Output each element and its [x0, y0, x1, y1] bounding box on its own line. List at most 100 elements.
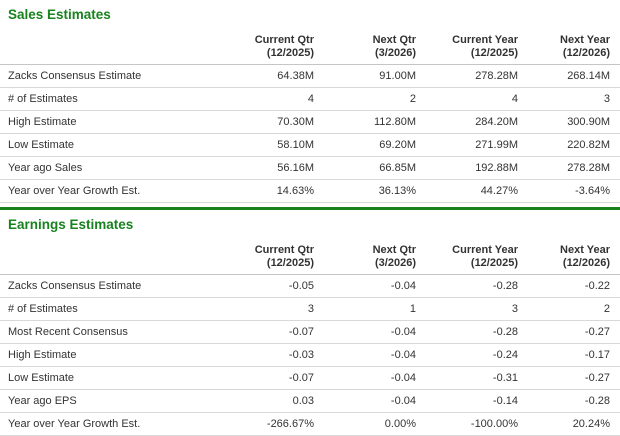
row-value: -0.04 — [314, 366, 416, 390]
row-value: -0.07 — [212, 366, 314, 390]
row-label: Year over Year Growth Est. — [0, 412, 212, 436]
row-label: High Estimate — [0, 343, 212, 367]
row-value: 4 — [416, 87, 518, 111]
table-row: Zacks Consensus Estimate 64.38M 91.00M 278.… — [0, 64, 620, 88]
row-value: 192.88M — [416, 156, 518, 180]
column-header-label: Current Year — [452, 244, 518, 256]
table-row: Low Estimate -0.07 -0.04 -0.31 -0.27 — [0, 366, 620, 390]
row-value: -0.04 — [314, 343, 416, 367]
table-row: Low Estimate 58.10M 69.20M 271.99M 220.82M — [0, 133, 620, 157]
row-value: 0.03 — [212, 389, 314, 413]
section-divider — [0, 207, 620, 210]
table-row: # of Estimates 4 2 4 3 — [0, 87, 620, 111]
row-label: Year ago EPS — [0, 389, 212, 413]
column-header-empty — [0, 236, 212, 275]
row-value: -0.31 — [416, 366, 518, 390]
row-value: 2 — [518, 297, 620, 321]
column-header-period: (12/2025) — [470, 47, 518, 59]
row-value: 0.00% — [314, 412, 416, 436]
row-value: -0.28 — [518, 389, 620, 413]
table-row: Zacks Consensus Estimate -0.05 -0.04 -0.28-… — [0, 274, 620, 298]
row-value: 20.24% — [518, 412, 620, 436]
column-header: Current Year (12/2025) — [416, 26, 518, 65]
row-value: 278.28M — [416, 64, 518, 88]
row-label: Zacks Consensus Estimate — [0, 64, 212, 88]
column-header-period: (3/2026) — [375, 257, 416, 269]
column-header: Next Qtr (3/2026) — [314, 236, 416, 275]
column-header-period: (12/2025) — [470, 257, 518, 269]
column-header-label: Current Qtr — [254, 244, 314, 256]
row-value: 66.85M — [314, 156, 416, 180]
table-row: Year ago EPS 0.03 -0.04 -0.14 -0.28 — [0, 389, 620, 413]
row-value: 112.80M — [314, 110, 416, 134]
earnings-estimates-table: Current Qtr (12/2025) Next Qtr (3/2026) Curr… — [0, 236, 620, 436]
table-row: Year over Year Growth Est. -266.67% 0.00% -… — [0, 412, 620, 436]
row-value: -0.14 — [416, 389, 518, 413]
row-value: -3.64% — [518, 179, 620, 203]
row-value: -0.28 — [416, 320, 518, 344]
row-label: Zacks Consensus Estimate — [0, 274, 212, 298]
column-header-label: Next Year — [560, 34, 610, 46]
row-label: Low Estimate — [0, 133, 212, 157]
row-value: 44.27% — [416, 179, 518, 203]
earnings-section-title: Earnings Estimates — [8, 217, 134, 232]
table-row: High Estimate -0.03 -0.04 -0.24 -0.17 — [0, 343, 620, 367]
row-value: 3 — [416, 297, 518, 321]
row-label: # of Estimates — [0, 297, 212, 321]
sales-estimates-section: Sales Estimates Current Qtr (12/2025) Next… — [0, 0, 620, 203]
row-value: 64.38M — [212, 64, 314, 88]
column-header: Current Qtr (12/2025) — [212, 26, 314, 65]
row-value: 58.10M — [212, 133, 314, 157]
column-header-empty — [0, 26, 212, 65]
row-value: -0.24 — [416, 343, 518, 367]
row-value: 2 — [314, 87, 416, 111]
column-header-label: Current Year — [452, 34, 518, 46]
column-header-label: Next Qtr — [372, 244, 416, 256]
table-row: # of Estimates 3 1 3 2 — [0, 297, 620, 321]
sales-estimates-table: Current Qtr (12/2025) Next Qtr (3/2026) Curr… — [0, 26, 620, 203]
row-label: High Estimate — [0, 110, 212, 134]
row-value: 56.16M — [212, 156, 314, 180]
row-value: -0.22 — [518, 274, 620, 298]
row-value: 220.82M — [518, 133, 620, 157]
table-row: High Estimate 70.30M 112.80M 284.20M 300.90M — [0, 110, 620, 134]
row-value: 4 — [212, 87, 314, 111]
row-value: -0.07 — [212, 320, 314, 344]
column-header: Next Year (12/2026) — [518, 26, 620, 65]
table-row: Year ago Sales 56.16M 66.85M 192.88M 278.28M — [0, 156, 620, 180]
row-value: -0.27 — [518, 320, 620, 344]
row-value: -0.04 — [314, 320, 416, 344]
column-header: Current Qtr (12/2025) — [212, 236, 314, 275]
row-value: -0.05 — [212, 274, 314, 298]
row-value: 268.14M — [518, 64, 620, 88]
table-row: Most Recent Consensus -0.07 -0.04 -0.28 -0.2… — [0, 320, 620, 344]
row-value: 271.99M — [416, 133, 518, 157]
row-value: 36.13% — [314, 179, 416, 203]
column-header-period: (12/2025) — [266, 47, 314, 59]
row-value: 3 — [518, 87, 620, 111]
column-header: Next Year (12/2026) — [518, 236, 620, 275]
table-row: Year over Year Growth Est. 14.63% 36.13% 44… — [0, 179, 620, 203]
row-value: 278.28M — [518, 156, 620, 180]
column-header: Current Year (12/2025) — [416, 236, 518, 275]
row-value: 69.20M — [314, 133, 416, 157]
column-header-period: (12/2026) — [562, 47, 610, 59]
row-value: -0.04 — [314, 389, 416, 413]
column-header-period: (3/2026) — [375, 47, 416, 59]
row-value: -0.04 — [314, 274, 416, 298]
sales-header-row: Current Qtr (12/2025) Next Qtr (3/2026) Curr… — [0, 26, 620, 65]
row-value: 284.20M — [416, 110, 518, 134]
earnings-header-row: Current Qtr (12/2025) Next Qtr (3/2026) Curr… — [0, 236, 620, 275]
row-label: Year over Year Growth Est. — [0, 179, 212, 203]
column-header-label: Next Year — [560, 244, 610, 256]
row-label: Year ago Sales — [0, 156, 212, 180]
row-value: -0.17 — [518, 343, 620, 367]
column-header-period: (12/2026) — [562, 257, 610, 269]
column-header-label: Next Qtr — [372, 34, 416, 46]
column-header-period: (12/2025) — [266, 257, 314, 269]
row-value: 1 — [314, 297, 416, 321]
row-value: -0.28 — [416, 274, 518, 298]
row-value: -0.27 — [518, 366, 620, 390]
row-value: 91.00M — [314, 64, 416, 88]
row-value: 70.30M — [212, 110, 314, 134]
